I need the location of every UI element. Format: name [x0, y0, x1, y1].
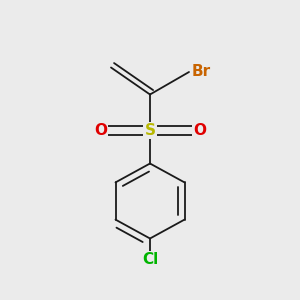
Text: O: O [193, 123, 206, 138]
Text: S: S [145, 123, 155, 138]
Text: O: O [94, 123, 107, 138]
Text: Cl: Cl [142, 252, 158, 267]
Text: Br: Br [192, 64, 211, 80]
